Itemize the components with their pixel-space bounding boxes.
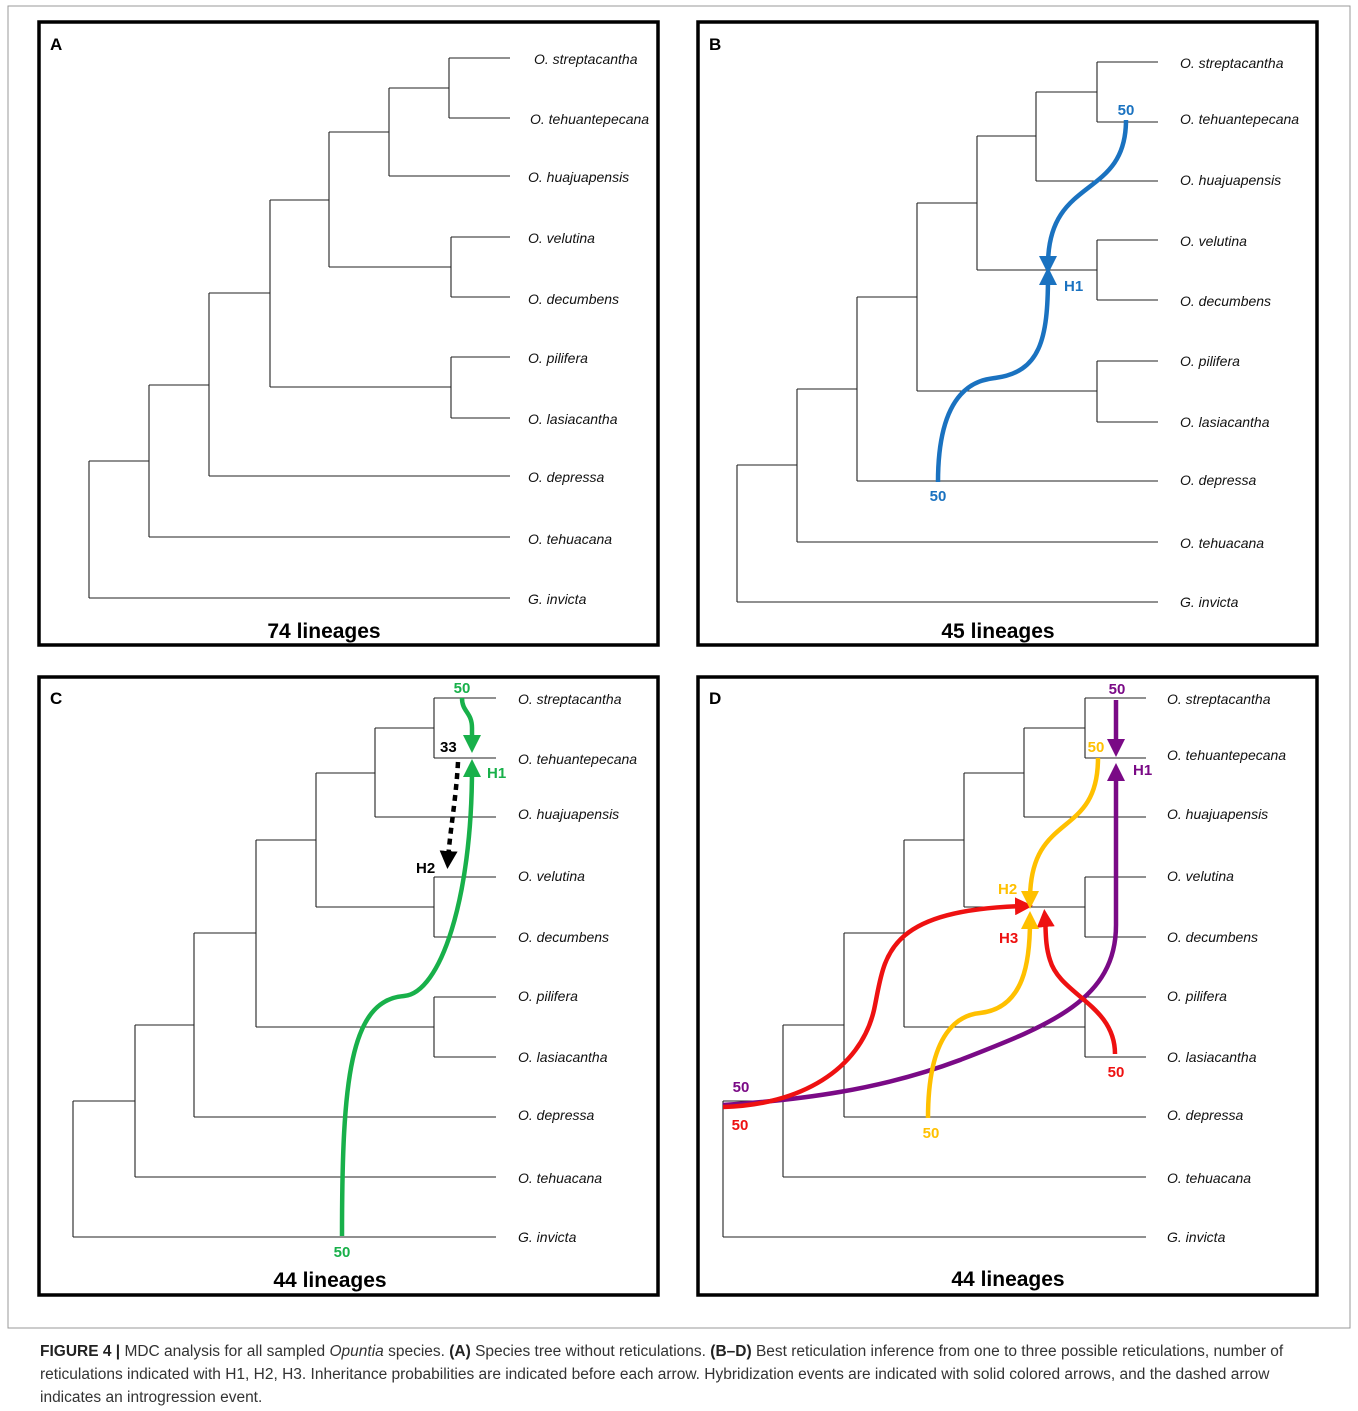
panel-a-taxon-2: O. tehuantepecana	[530, 111, 649, 127]
caption-text-2: species.	[383, 1343, 450, 1360]
caption-figure-number: FIGURE 4 |	[40, 1343, 121, 1360]
panel-a-taxon-3: O. huajuapensis	[528, 169, 629, 185]
panel-d-label: D	[709, 689, 721, 708]
caption-panel-a-ref: (A)	[449, 1343, 471, 1360]
panel-b-taxon-2: O. tehuantepecana	[1180, 111, 1299, 127]
panel-d-yellow-prob-bottom: 50	[923, 1125, 940, 1142]
caption-text-1: MDC analysis for all sampled	[120, 1343, 330, 1360]
panel-b-arrow-h1-from-depressa	[935, 267, 1057, 483]
panel-a: A O. streptacantha O. tehuantepecana O. …	[37, 20, 660, 647]
panel-a-tree	[88, 57, 510, 599]
figure-caption: FIGURE 4 | MDC analysis for all sampled …	[40, 1340, 1330, 1409]
panel-c-taxon-1: O. streptacantha	[518, 691, 622, 707]
panel-a-taxon-6: O. pilifera	[528, 350, 588, 366]
panel-b-taxon-6: O. pilifera	[1180, 353, 1240, 369]
panel-d-yellow-arrow-from-depressa	[925, 911, 1039, 1119]
panel-a-taxon-8: O. depressa	[528, 469, 604, 485]
panel-d-taxon-2: O. tehuantepecana	[1167, 747, 1286, 763]
panel-b-prob-top: 50	[1118, 102, 1135, 119]
panel-d-taxon-3: O. huajuapensis	[1167, 806, 1268, 822]
panel-d-h3-label: H3	[999, 930, 1018, 947]
panel-d-lineage-count: 44 lineages	[951, 1268, 1064, 1291]
panel-d-taxon-8: O. depressa	[1167, 1107, 1243, 1123]
panel-a-taxon-5: O. decumbens	[528, 291, 619, 307]
panel-d-tree	[722, 697, 1146, 1238]
panel-d-taxon-5: O. decumbens	[1167, 929, 1258, 945]
panel-c-taxon-6: O. pilifera	[518, 988, 578, 1004]
panel-d-frame	[696, 675, 1319, 1297]
panel-c-h2-label: H2	[416, 860, 435, 877]
panel-c-prob-top: 50	[454, 680, 471, 697]
panel-c-taxon-7: O. lasiacantha	[518, 1049, 608, 1065]
panel-c-arrow-h1-from-streptacantha	[459, 697, 481, 753]
panel-b-taxon-10: G. invicta	[1180, 594, 1239, 610]
panel-b-taxon-1: O. streptacantha	[1180, 55, 1284, 71]
panel-b-h1-label: H1	[1064, 278, 1083, 295]
panel-b-tree	[736, 61, 1158, 603]
panel-b-lineage-count: 45 lineages	[941, 620, 1054, 643]
panel-b-frame	[696, 20, 1319, 647]
panel-c-tree	[72, 697, 496, 1238]
panel-d-purple-arrow-from-base	[722, 763, 1125, 1108]
panel-d-red-prob-bottom: 50	[732, 1117, 749, 1134]
panel-d-purple-prob-bottom: 50	[733, 1079, 750, 1096]
panel-a-frame	[37, 20, 660, 647]
panel-c-prob-bottom: 50	[334, 1244, 351, 1261]
panel-d: D 50 50 H1 H2 H3 50 50 50 50 O. streptac…	[696, 675, 1319, 1297]
panel-c-lineage-count: 44 lineages	[273, 1269, 386, 1292]
panel-d-taxon-10: G. invicta	[1167, 1229, 1226, 1245]
panel-c-prob-33: 33	[440, 739, 457, 756]
panel-c-taxon-9: O. tehuacana	[518, 1170, 602, 1186]
panel-b: B 50 50 H1 O. streptacantha O. tehuantep…	[696, 20, 1319, 647]
panel-d-purple-prob-top: 50	[1109, 681, 1126, 698]
caption-genus: Opuntia	[329, 1343, 384, 1360]
panel-b-taxon-3: O. huajuapensis	[1180, 172, 1281, 188]
panel-d-taxon-9: O. tehuacana	[1167, 1170, 1251, 1186]
panel-d-red-arrow-from-lasiacantha	[1036, 909, 1118, 1055]
panel-b-taxon-8: O. depressa	[1180, 472, 1256, 488]
panel-c-taxon-8: O. depressa	[518, 1107, 594, 1123]
panel-b-taxon-7: O. lasiacantha	[1180, 414, 1270, 430]
panel-d-red-arrow-from-base	[722, 897, 1033, 1110]
panel-c-taxon-3: O. huajuapensis	[518, 806, 619, 822]
panel-b-label: B	[709, 35, 721, 54]
caption-panel-bd-ref: (B–D)	[710, 1343, 752, 1360]
panel-c-label: C	[50, 689, 62, 708]
panel-c-h1-label: H1	[487, 765, 506, 782]
caption-text-3: Species tree without reticulations.	[470, 1343, 711, 1360]
panel-c-taxon-5: O. decumbens	[518, 929, 609, 945]
panel-c-taxon-10: G. invicta	[518, 1229, 577, 1245]
panel-c-frame	[37, 675, 660, 1297]
panel-d-taxon-7: O. lasiacantha	[1167, 1049, 1257, 1065]
panel-c: C 50 50 33 H1 H2 O. streptacantha O. teh…	[37, 675, 660, 1297]
panel-c-taxon-2: O. tehuantepecana	[518, 751, 637, 767]
panel-a-taxon-10: G. invicta	[528, 591, 587, 607]
panel-a-lineage-count: 74 lineages	[267, 620, 380, 643]
panel-b-arrow-h1-from-huajuapensis	[1039, 119, 1129, 274]
panel-d-red-prob-right: 50	[1108, 1064, 1125, 1081]
panel-c-dashed-arrow-h2	[439, 761, 461, 869]
panel-d-taxon-6: O. pilifera	[1167, 988, 1227, 1004]
panel-b-prob-bottom: 50	[930, 488, 947, 505]
panel-d-yellow-prob-top: 50	[1088, 739, 1105, 756]
figure-border	[7, 5, 1351, 1329]
panel-c-arrow-h1-from-invicta	[339, 759, 481, 1237]
panel-a-taxon-1: O. streptacantha	[534, 51, 638, 67]
panel-a-taxon-7: O. lasiacantha	[528, 411, 618, 427]
panel-b-taxon-9: O. tehuacana	[1180, 535, 1264, 551]
panel-a-label: A	[50, 35, 62, 54]
panel-d-taxon-1: O. streptacantha	[1167, 691, 1271, 707]
panel-a-taxon-4: O. velutina	[528, 230, 595, 246]
panel-d-yellow-arrow-from-tehuantepecana	[1021, 757, 1101, 909]
panel-a-taxon-9: O. tehuacana	[528, 531, 612, 547]
caption-text-4: Best reticulation inference from one to …	[40, 1343, 1284, 1406]
panel-d-h1-label: H1	[1133, 762, 1152, 779]
panel-b-taxon-5: O. decumbens	[1180, 293, 1271, 309]
panel-b-taxon-4: O. velutina	[1180, 233, 1247, 249]
panel-d-taxon-4: O. velutina	[1167, 868, 1234, 884]
panel-d-h2-label: H2	[998, 881, 1017, 898]
panel-c-taxon-4: O. velutina	[518, 868, 585, 884]
